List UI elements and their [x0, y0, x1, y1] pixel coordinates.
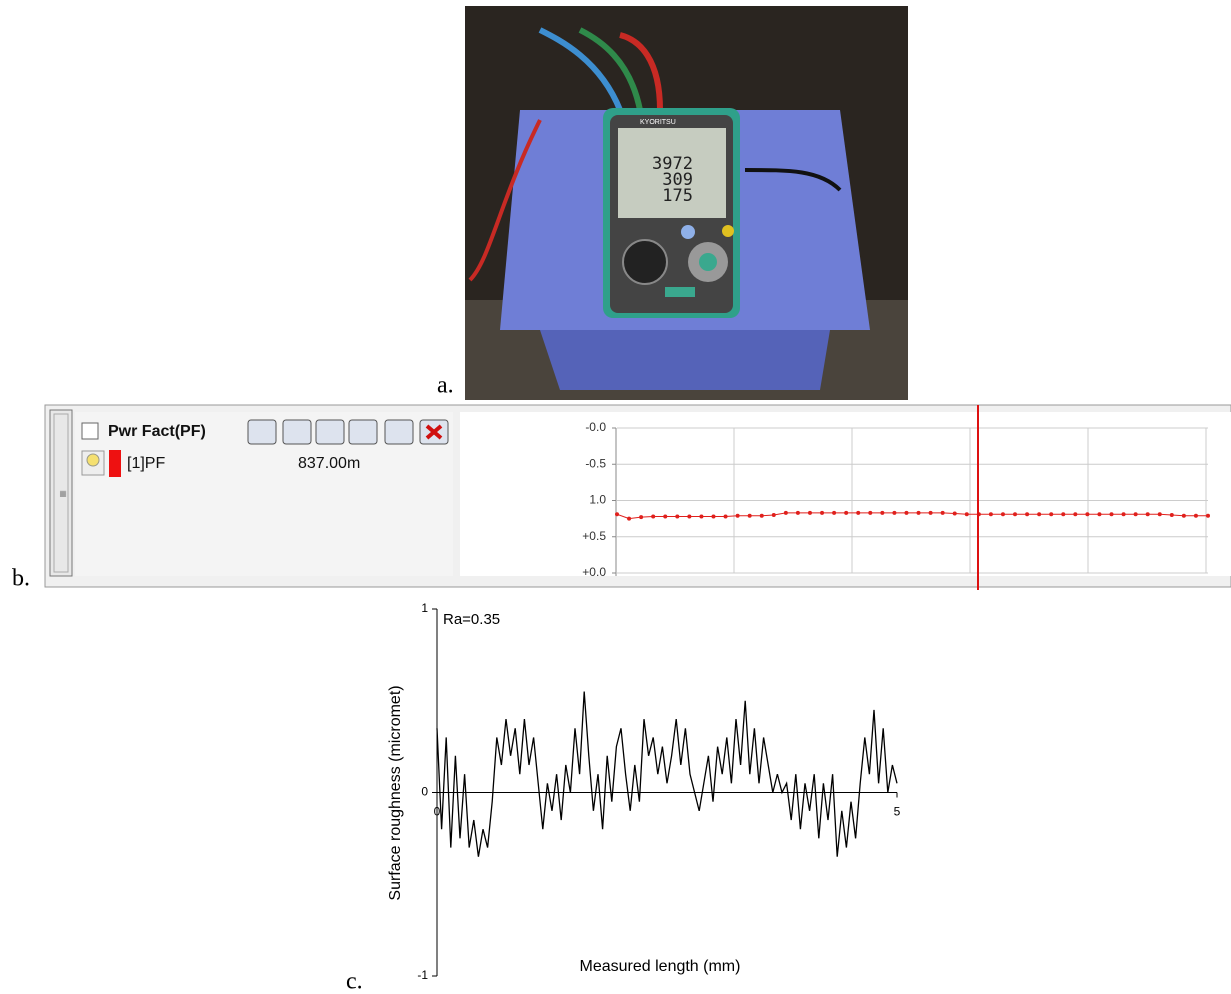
channel-reading: 837.00m [298, 455, 360, 472]
point [820, 510, 825, 515]
software-panel: ▦ Pwr Fact(PF) [1]PF 837.00m [44, 404, 1231, 588]
y-tick-label: -0.5 [585, 456, 606, 470]
point [1109, 512, 1114, 517]
point [1181, 513, 1186, 518]
panel-title: Pwr Fact(PF) [108, 423, 206, 440]
point [795, 510, 800, 515]
point [771, 513, 776, 517]
point [687, 514, 692, 519]
y-tick-label: 1.0 [589, 493, 606, 507]
x-tick-label: 0 [434, 805, 441, 819]
point [1157, 512, 1162, 517]
y-tick-label: +0.5 [582, 529, 606, 543]
point [1097, 512, 1102, 517]
point [916, 510, 921, 515]
point [892, 510, 897, 515]
point [844, 510, 849, 515]
point [747, 513, 752, 518]
channel-name: [1]PF [127, 455, 165, 472]
series-line [616, 512, 1208, 520]
y-axis-label: Surface roughness (micromet) [387, 685, 404, 900]
point [1000, 512, 1005, 517]
y-tick-label: 1 [421, 601, 428, 615]
point [1206, 513, 1210, 518]
point [1025, 512, 1030, 517]
point [1049, 512, 1054, 517]
point [627, 516, 632, 521]
point [807, 510, 812, 515]
pf-chart: -0.0 -0.5 1.0 +0.5 +0.0 [582, 420, 1210, 579]
point [1085, 512, 1090, 517]
tool-button[interactable] [247, 419, 277, 445]
point [952, 511, 957, 516]
point [759, 513, 764, 518]
point [1133, 512, 1138, 517]
point [735, 513, 740, 518]
meter-reading: 309 [662, 170, 693, 190]
point [663, 514, 668, 519]
tool-button[interactable] [315, 419, 345, 445]
y-tick-label: -0.0 [585, 420, 606, 434]
svg-text:▦: ▦ [59, 489, 67, 498]
x-axis-label: Measured length (mm) [580, 958, 741, 975]
meter-reading: 3972 [652, 154, 693, 174]
point [1193, 513, 1198, 518]
tool-button[interactable] [282, 419, 312, 445]
point [1169, 513, 1174, 517]
point [928, 510, 933, 515]
point [699, 514, 704, 519]
point [988, 512, 993, 517]
point [1145, 512, 1150, 517]
panel-label: a. [437, 373, 454, 399]
point [1073, 512, 1078, 517]
series-swatch [109, 450, 121, 477]
point [1121, 512, 1126, 517]
point [615, 512, 619, 517]
point [651, 514, 656, 519]
point [1037, 512, 1042, 517]
roughness-chart: -1 0 1 0 5 Ra=0.35 Measured length (mm) Surface… [387, 601, 900, 982]
panel-label: b. [12, 566, 30, 592]
y-tick-label: 0 [421, 785, 428, 799]
y-tick-label: -1 [417, 968, 428, 982]
tool-button[interactable] [384, 419, 414, 445]
point [868, 510, 873, 515]
panel-label: c. [346, 969, 363, 994]
annotation: Ra=0.35 [443, 611, 500, 628]
meter-brand: KYORITSU [640, 119, 676, 126]
point [964, 512, 969, 517]
point [1061, 512, 1066, 517]
point [880, 510, 885, 515]
point [832, 510, 837, 515]
point [940, 510, 945, 515]
point [1013, 512, 1018, 517]
point [675, 514, 680, 519]
point [904, 510, 909, 515]
meter-reading: 175 [662, 186, 693, 206]
tool-button[interactable] [348, 419, 378, 445]
photo: KYORITSU 3972 309 175 [465, 6, 908, 400]
toolbar [247, 419, 449, 445]
point [723, 514, 728, 519]
point [783, 510, 788, 515]
point [711, 514, 716, 519]
point [856, 510, 861, 515]
checkbox[interactable] [81, 422, 99, 440]
point [639, 515, 644, 520]
roughness-line [436, 691, 898, 857]
x-tick-label: 5 [894, 805, 901, 819]
y-tick-label: +0.0 [582, 565, 606, 579]
